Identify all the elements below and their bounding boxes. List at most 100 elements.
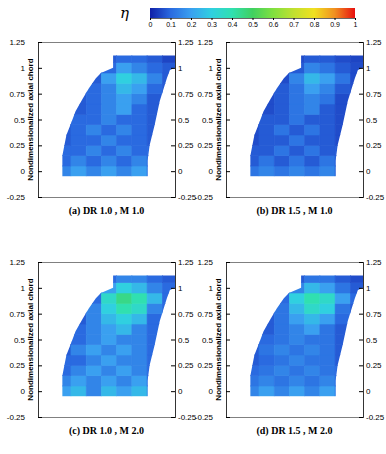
heat-cell	[335, 303, 350, 313]
heat-cell	[305, 376, 320, 386]
heat-cell	[305, 104, 320, 114]
y-tick-mark	[226, 94, 230, 95]
heat-cell	[86, 324, 101, 334]
heat-cell	[101, 283, 116, 293]
y-tick: -0.25	[7, 413, 42, 422]
heat-cell	[117, 135, 132, 145]
y-tick-mark	[171, 314, 175, 315]
heat-cell	[132, 324, 147, 334]
heat-cell	[56, 334, 71, 344]
x-axis-bottom	[39, 417, 176, 418]
heat-cell	[305, 114, 320, 124]
heat-cell	[86, 355, 101, 365]
y-tick-mark	[226, 365, 230, 366]
heat-cell	[101, 314, 116, 324]
x-axis-line	[39, 42, 176, 43]
heat-cell	[147, 63, 162, 73]
heat-cell	[320, 94, 335, 104]
heat-cell	[56, 355, 71, 365]
panel-title: (a) DR 1.0 , M 1.0	[69, 205, 145, 217]
heat-cell	[305, 314, 320, 324]
y-tick-mark	[226, 171, 230, 172]
heat-cell	[320, 386, 335, 396]
y-tick-label: 0.25	[366, 361, 382, 370]
y-tick-label: 0.5	[14, 116, 26, 125]
colorbar-tick-label: 0.2	[187, 21, 197, 28]
heat-cell	[320, 376, 335, 386]
x-axis-top	[227, 42, 364, 43]
colorbar-tick-label: 1	[354, 21, 358, 28]
heat-cell	[350, 52, 363, 62]
colorbar-axis-line	[151, 19, 356, 21]
heat-cell	[162, 52, 175, 62]
y-tick-label: -0.25	[7, 413, 26, 422]
y-tick-mark	[171, 94, 175, 95]
heat-cell	[259, 314, 274, 324]
heat-cell	[259, 145, 274, 155]
y-tick-label: 0.5	[202, 336, 214, 345]
y-tick: 0.25	[171, 361, 194, 370]
heat-cell	[147, 94, 162, 104]
y-tick-mark	[38, 120, 42, 121]
y-tick-label: 1.25	[9, 38, 25, 47]
y-tick-mark	[38, 171, 42, 172]
heat-cell	[147, 135, 162, 145]
heat-cell	[335, 293, 350, 303]
y-tick: 1.25	[197, 38, 230, 47]
passage	[244, 272, 363, 396]
y-axis-title: Nondimensionalized axial chord	[26, 278, 35, 400]
heat-cell	[259, 114, 274, 124]
heat-cell	[244, 125, 259, 135]
y-tick-label: 0.5	[366, 336, 378, 345]
heat-cell	[147, 303, 162, 313]
heat-cell	[132, 365, 147, 375]
y-tick: 0	[171, 167, 183, 176]
heat-cell	[259, 303, 274, 313]
heat-cell	[132, 156, 147, 166]
passage	[244, 52, 363, 176]
heat-cell	[86, 376, 101, 386]
y-axis-right: -0.2500.250.50.7511.25	[171, 38, 197, 202]
heat-cell	[86, 104, 101, 114]
heat-cell	[289, 386, 304, 396]
x-axis-line	[227, 42, 364, 43]
y-tick-mark	[226, 120, 230, 121]
heat-cell	[86, 303, 101, 313]
heat-cell	[274, 125, 289, 135]
heat-cell	[101, 156, 116, 166]
y-tick-label: 0.5	[366, 116, 378, 125]
colorbar-tick-label: 0.6	[269, 21, 279, 28]
heat-cell	[71, 114, 86, 124]
heat-cell	[101, 386, 116, 396]
heat-cell	[147, 293, 162, 303]
heat-cell	[335, 314, 350, 324]
heat-cell	[86, 166, 101, 176]
y-tick-mark	[226, 340, 230, 341]
heat-cell	[117, 63, 132, 73]
panel-title: (d) DR 1.5 , M 2.0	[256, 425, 332, 437]
x-axis-top	[227, 262, 364, 263]
colorbar-tick-label: 0	[149, 21, 153, 28]
y-tick-label: 0.25	[9, 361, 25, 370]
heat-cell	[335, 283, 350, 293]
heat-cell	[147, 156, 162, 166]
heat-cell	[147, 83, 162, 93]
heat-cell	[147, 272, 162, 282]
y-tick: 0	[171, 387, 183, 396]
heat-cell	[289, 293, 304, 303]
heat-cell	[86, 94, 101, 104]
heat-cell	[259, 94, 274, 104]
colorbar-tick-mark	[191, 18, 192, 20]
heat-cell	[101, 104, 116, 114]
x-axis-bottom	[39, 197, 176, 198]
heat-cell	[147, 52, 162, 62]
heat-cell	[71, 314, 86, 324]
colorbar-gradient	[150, 8, 355, 18]
heat-cell	[350, 293, 363, 303]
y-tick-label: -0.25	[366, 193, 385, 202]
heat-cell	[117, 104, 132, 114]
heat-cell	[259, 386, 274, 396]
x-axis-line	[227, 197, 364, 198]
heat-cell	[320, 156, 335, 166]
heat-cell	[320, 365, 335, 375]
